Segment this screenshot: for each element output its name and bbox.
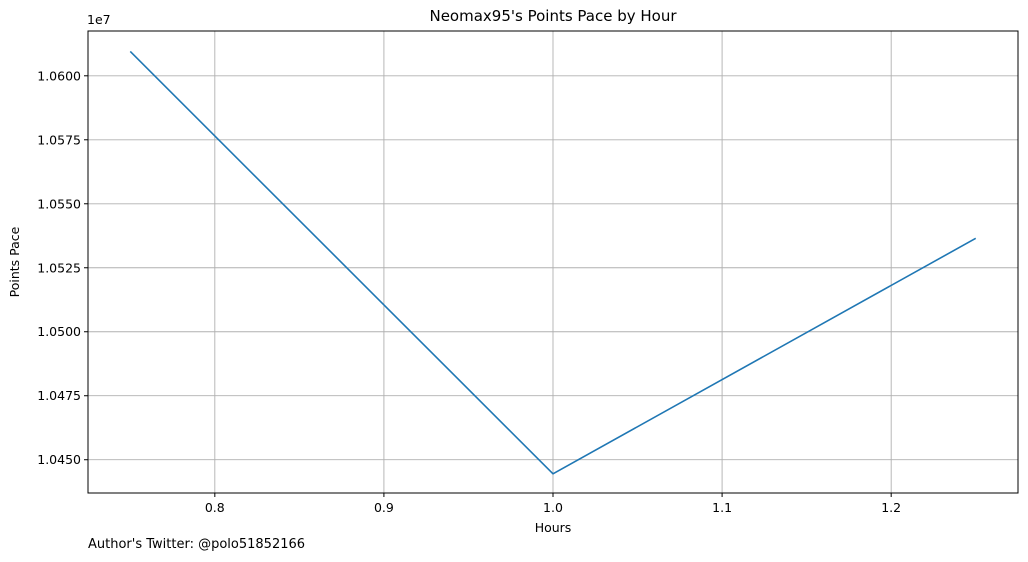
x-tick-label: 1.2 bbox=[881, 500, 901, 515]
y-axis-label: Points Pace bbox=[7, 226, 22, 297]
y-tick-label: 1.0575 bbox=[37, 132, 81, 147]
x-tick-label: 1.0 bbox=[543, 500, 563, 515]
x-tick-label: 0.9 bbox=[374, 500, 394, 515]
grid bbox=[88, 31, 1018, 493]
author-credit: Author's Twitter: @polo51852166 bbox=[88, 537, 306, 552]
y-tick-label: 1.0550 bbox=[37, 196, 81, 211]
y-tick-label: 1.0475 bbox=[37, 388, 81, 403]
chart-title: Neomax95's Points Pace by Hour bbox=[429, 7, 677, 25]
x-axis-label: Hours bbox=[535, 520, 572, 535]
series-layer bbox=[129, 50, 977, 475]
x-tick-label: 0.8 bbox=[205, 500, 225, 515]
y-axis-offset-label: 1e7 bbox=[87, 12, 111, 27]
y-axis: 1.0450 1.0475 1.0500 1.0525 1.0550 1.0575 1.06… bbox=[37, 68, 88, 467]
y-tick-label: 1.0450 bbox=[37, 452, 81, 467]
y-tick-label: 1.0525 bbox=[37, 260, 81, 275]
y-tick-label: 1.0500 bbox=[37, 324, 81, 339]
series-line bbox=[129, 50, 977, 475]
y-tick-label: 1.0600 bbox=[37, 68, 81, 83]
x-tick-label: 1.1 bbox=[712, 500, 732, 515]
x-axis: 0.8 0.9 1.0 1.1 1.2 bbox=[205, 493, 901, 515]
